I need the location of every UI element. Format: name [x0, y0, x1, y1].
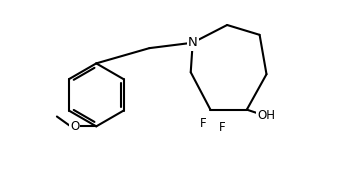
- Text: N: N: [188, 36, 198, 49]
- Text: F: F: [200, 117, 207, 130]
- Text: O: O: [70, 120, 79, 133]
- Text: F: F: [219, 121, 226, 134]
- Text: OH: OH: [258, 109, 276, 122]
